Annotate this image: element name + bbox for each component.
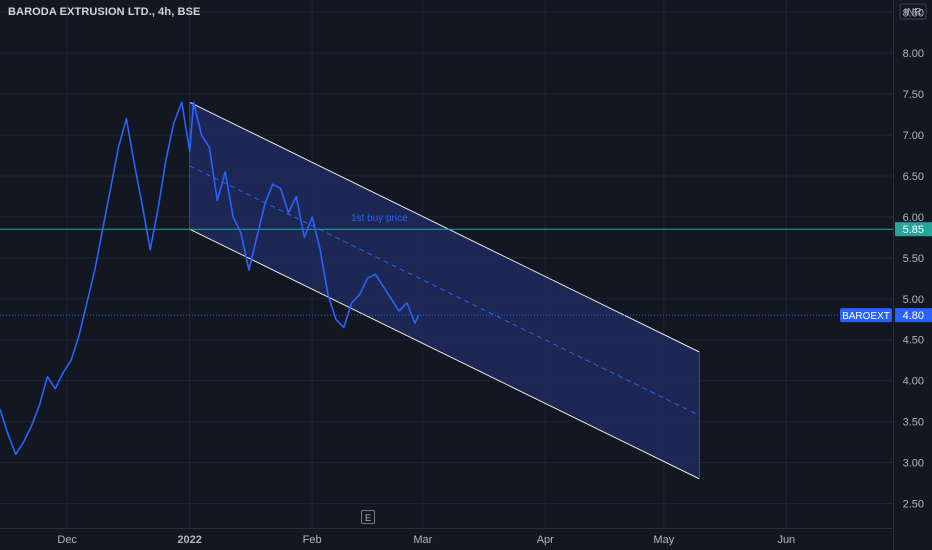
currency-box — [899, 3, 927, 20]
x-tick-label: Dec — [57, 534, 77, 546]
y-tick-label: 2.50 — [903, 498, 924, 510]
chart-title: BARODA EXTRUSION LTD., 4h, BSE — [8, 6, 201, 18]
last-price-label-box — [895, 308, 932, 323]
last-price-label-text: 4.80 — [903, 310, 924, 322]
symbol-label-text: BAROEXT — [842, 311, 890, 322]
y-tick-label: 5.00 — [903, 294, 924, 306]
channel-upper-line — [189, 101, 700, 353]
y-tick-label: 4.00 — [903, 376, 924, 388]
y-tick-label: 3.00 — [903, 458, 924, 470]
level-label-text: 5.85 — [903, 224, 924, 236]
level-label-box — [895, 222, 932, 237]
channel-midline — [189, 165, 700, 416]
y-tick-label: 5.50 — [903, 253, 924, 265]
x-tick-label: Jun — [777, 534, 795, 546]
y-tick-label: 8.50 — [903, 7, 924, 19]
channel-lower-line — [189, 228, 700, 480]
y-tick-label: 3.50 — [903, 417, 924, 429]
currency-label: INR — [904, 7, 921, 18]
x-tick-label: Feb — [303, 534, 322, 546]
y-tick-label: 4.50 — [903, 335, 924, 347]
annotation-1st-buy-price: 1st buy price — [351, 213, 408, 224]
y-tick-label: 6.00 — [903, 212, 924, 224]
y-tick-label: 7.00 — [903, 130, 924, 142]
y-tick-label: 8.00 — [903, 48, 924, 60]
x-tick-label: Apr — [537, 534, 554, 546]
x-tick-label: May — [653, 534, 674, 546]
y-tick-label: 7.50 — [903, 89, 924, 101]
x-tick-label: 2022 — [177, 534, 201, 546]
x-tick-label: Mar — [413, 534, 432, 546]
price-series-line — [0, 101, 420, 456]
y-tick-label: 6.50 — [903, 171, 924, 183]
events-badge[interactable]: E — [361, 510, 375, 524]
symbol-label-box — [840, 308, 892, 323]
